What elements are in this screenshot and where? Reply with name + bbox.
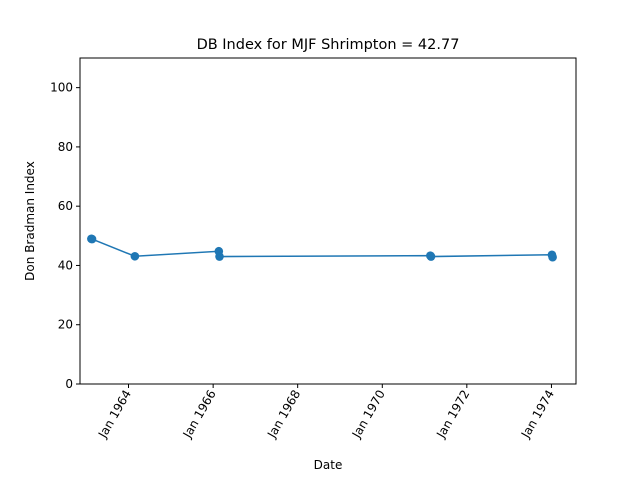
y-tick-label: 20 (58, 318, 73, 332)
y-tick-label: 80 (58, 140, 73, 154)
data-point (130, 251, 140, 261)
y-tick-label: 60 (58, 199, 73, 213)
data-point (87, 234, 97, 244)
x-axis-label: Date (314, 458, 343, 472)
y-tick-label: 100 (50, 81, 73, 95)
data-point (548, 252, 557, 262)
chart-title: DB Index for MJF Shrimpton = 42.77 (197, 37, 460, 53)
y-tick-label: 40 (58, 258, 73, 272)
y-tick-label: 0 (65, 377, 73, 391)
data-point (215, 252, 224, 261)
data-point (426, 252, 436, 261)
plot-frame (79, 57, 577, 385)
y-axis-label: Don Bradman Index (23, 161, 37, 281)
